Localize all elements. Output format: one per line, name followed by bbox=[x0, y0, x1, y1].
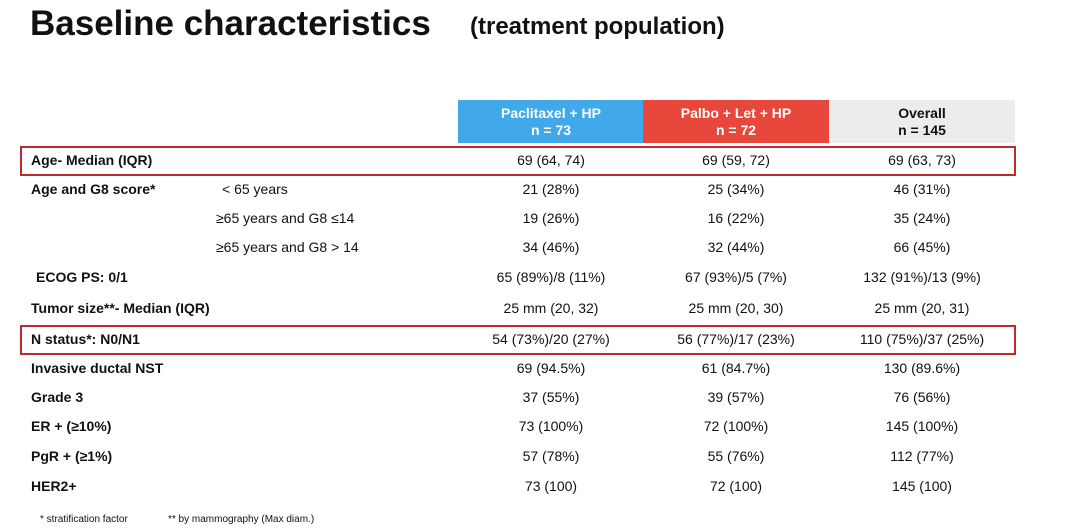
cell: 55 (76%) bbox=[707, 448, 765, 464]
cell: 66 (45%) bbox=[893, 239, 951, 255]
cell: 57 (78%) bbox=[522, 448, 580, 464]
row-label: PgR + (≥1%) bbox=[31, 448, 113, 464]
cell: 21 (28%) bbox=[522, 181, 580, 197]
row-sublabel: ≥65 years and G8 > 14 bbox=[216, 239, 359, 255]
column-n: n = 145 bbox=[898, 121, 946, 138]
cell: 54 (73%)/20 (27%) bbox=[492, 331, 610, 347]
cell: 46 (31%) bbox=[893, 181, 951, 197]
cell: 19 (26%) bbox=[522, 210, 580, 226]
cell: 69 (94.5%) bbox=[516, 360, 586, 376]
cell: 37 (55%) bbox=[522, 389, 580, 405]
cell: 32 (44%) bbox=[707, 239, 765, 255]
cell: 72 (100%) bbox=[703, 418, 769, 434]
row-label: ER + (≥10%) bbox=[31, 418, 112, 434]
title: Baseline characteristics bbox=[30, 4, 431, 43]
cell: 112 (77%) bbox=[890, 448, 954, 464]
cell: 72 (100) bbox=[709, 478, 763, 494]
cell: 25 mm (20, 31) bbox=[874, 300, 970, 316]
cell: 76 (56%) bbox=[893, 389, 951, 405]
row-label: Age- Median (IQR) bbox=[31, 152, 153, 168]
highlight-box bbox=[20, 325, 1016, 355]
row-sublabel: ≥65 years and G8 ≤14 bbox=[216, 210, 355, 226]
cell: 145 (100) bbox=[892, 478, 952, 494]
highlight-box bbox=[20, 146, 1016, 176]
footnote: * stratification factor bbox=[40, 514, 128, 525]
row-label: Invasive ductal NST bbox=[31, 360, 164, 376]
cell: 34 (46%) bbox=[522, 239, 580, 255]
row-sublabel: < 65 years bbox=[222, 181, 288, 197]
row-label: Grade 3 bbox=[31, 389, 84, 405]
cell: 110 (75%)/37 (25%) bbox=[859, 331, 985, 347]
cell: 130 (89.6%) bbox=[883, 360, 961, 376]
cell: 73 (100) bbox=[524, 478, 578, 494]
cell: 39 (57%) bbox=[707, 389, 765, 405]
cell: 65 (89%)/8 (11%) bbox=[496, 269, 606, 285]
cell: 56 (77%)/17 (23%) bbox=[677, 331, 795, 347]
cell: 69 (59, 72) bbox=[702, 152, 770, 168]
cell: 25 mm (20, 30) bbox=[688, 300, 784, 316]
cell: 35 (24%) bbox=[893, 210, 951, 226]
cell: 61 (84.7%) bbox=[701, 360, 771, 376]
row-label: Tumor size**- Median (IQR) bbox=[31, 300, 210, 316]
column-name: Palbo + Let + HP bbox=[680, 104, 792, 121]
column-n: n = 73 bbox=[530, 121, 572, 138]
row-label: HER2+ bbox=[31, 478, 77, 494]
cell: 69 (64, 74) bbox=[517, 152, 585, 168]
cell: 69 (63, 73) bbox=[888, 152, 956, 168]
cell: 145 (100%) bbox=[885, 418, 959, 434]
footnote: ** by mammography (Max diam.) bbox=[168, 514, 315, 525]
cell: 67 (93%)/5 (7%) bbox=[685, 269, 787, 285]
cell: 25 mm (20, 32) bbox=[503, 300, 599, 316]
cell: 73 (100%) bbox=[518, 418, 584, 434]
subtitle: (treatment population) bbox=[470, 13, 725, 40]
cell: 25 (34%) bbox=[707, 181, 765, 197]
column-header: Paclitaxel + HP n = 73 bbox=[458, 100, 644, 143]
column-n: n = 72 bbox=[715, 121, 757, 138]
cell: 132 (91%)/13 (9%) bbox=[863, 269, 981, 285]
column-header: Overall n = 145 bbox=[829, 100, 1015, 143]
row-label: Age and G8 score* bbox=[31, 181, 156, 197]
row-label: ECOG PS: 0/1 bbox=[36, 269, 128, 285]
column-name: Overall bbox=[898, 104, 946, 121]
column-name: Paclitaxel + HP bbox=[500, 104, 601, 121]
column-header: Palbo + Let + HP n = 72 bbox=[643, 100, 829, 143]
row-label: N status*: N0/N1 bbox=[31, 331, 140, 347]
cell: 16 (22%) bbox=[707, 210, 765, 226]
